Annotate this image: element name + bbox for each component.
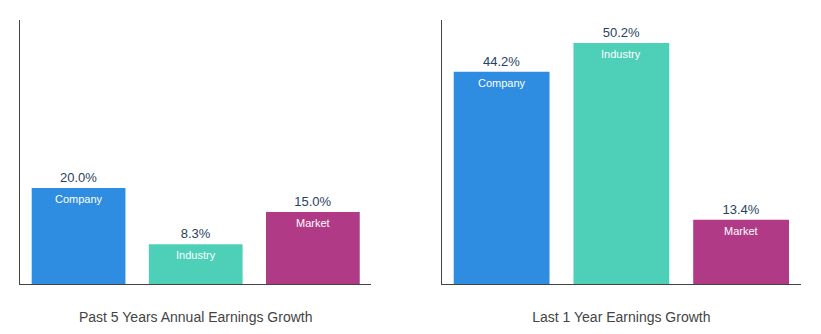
svg-text:Company: Company bbox=[55, 193, 103, 205]
svg-text:Industry: Industry bbox=[176, 249, 216, 261]
svg-text:8.3%: 8.3% bbox=[181, 226, 211, 241]
svg-text:15.0%: 15.0% bbox=[294, 194, 331, 209]
svg-text:50.2%: 50.2% bbox=[603, 25, 640, 40]
svg-text:Company: Company bbox=[478, 77, 526, 89]
svg-text:Market: Market bbox=[724, 225, 758, 237]
svg-text:13.4%: 13.4% bbox=[722, 202, 759, 217]
svg-text:Last 1 Year Earnings Growth: Last 1 Year Earnings Growth bbox=[532, 309, 710, 325]
svg-text:Past 5 Years Annual Earnings G: Past 5 Years Annual Earnings Growth bbox=[79, 309, 312, 325]
svg-text:Industry: Industry bbox=[601, 48, 641, 60]
svg-text:Market: Market bbox=[296, 217, 330, 229]
svg-text:20.0%: 20.0% bbox=[60, 170, 97, 185]
svg-text:44.2%: 44.2% bbox=[483, 54, 520, 69]
